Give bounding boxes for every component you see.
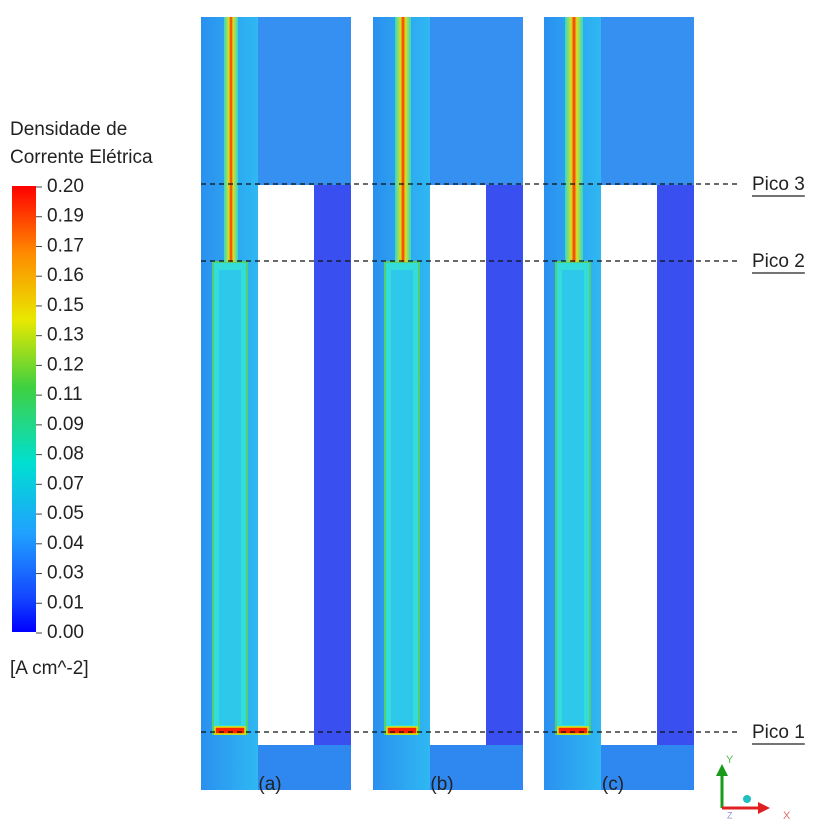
origin-marker [743,795,751,803]
colorbar-label: 0.11 [47,384,83,405]
colorbar-label: 0.12 [47,354,84,375]
contour-panel: (b) [373,17,523,795]
legend-title: Corrente Elétrica [10,147,153,168]
peak-label: Pico 3 [752,174,805,195]
panels: (a) (b) (c) [201,17,694,795]
lower-field [430,745,523,790]
x-arrow-head [758,802,770,814]
bottom-peak [214,726,246,735]
peak-label: Pico 2 [752,251,805,272]
axis-label-z: Z [727,810,733,820]
axis-label-y: Y [726,754,734,766]
panel-label: (c) [602,774,624,795]
upper-field [601,17,694,185]
right-strip [486,185,523,745]
colorbar-label: 0.13 [47,325,84,346]
colorbar-label: 0.03 [47,563,84,584]
contour-panel: (c) [544,17,694,795]
electrode-gap [430,185,486,745]
electrode-gap [601,185,657,745]
colorbar-label: 0.15 [47,295,84,316]
legend: Densidade de Corrente Elétrica [A cm^-2]… [10,119,153,679]
colorbar-label: 0.00 [47,622,84,643]
colorbar-label: 0.05 [47,503,84,524]
axis-triad: Y X Z [716,754,791,822]
upper-field [430,17,523,185]
lower-field [601,745,694,790]
panel-label: (b) [430,774,453,795]
channel-core [562,270,584,725]
colorbar-label: 0.19 [47,206,84,227]
axis-label-x: X [783,810,791,822]
channel-core [391,270,413,725]
right-strip [314,185,351,745]
y-arrow-head [716,764,728,776]
upper-field [258,17,351,185]
bottom-peak [386,726,418,735]
peak-label: Pico 1 [752,722,805,743]
jet [565,17,583,262]
channel-core [219,270,241,725]
colorbar-label: 0.01 [47,592,84,613]
legend-title: Densidade de [10,119,127,140]
colorbar-label: 0.04 [47,533,84,554]
colorbar [12,186,36,632]
colorbar-label: 0.20 [47,176,84,197]
jet [395,17,411,262]
colorbar-label: 0.07 [47,473,84,494]
lower-field [258,745,351,790]
reference-lines: Pico 3 Pico 2 Pico 1 [201,174,805,745]
jet [224,17,238,262]
bottom-peak [557,726,589,735]
colorbar-label: 0.09 [47,414,84,435]
electrode-gap [258,185,314,745]
colorbar-label: 0.17 [47,235,84,256]
colorbar-label: 0.16 [47,265,84,286]
colorbar-label: 0.08 [47,444,84,465]
right-strip [657,185,694,745]
panel-label: (a) [258,774,281,795]
legend-unit: [A cm^-2] [10,658,89,679]
contour-panel: (a) [201,17,351,795]
